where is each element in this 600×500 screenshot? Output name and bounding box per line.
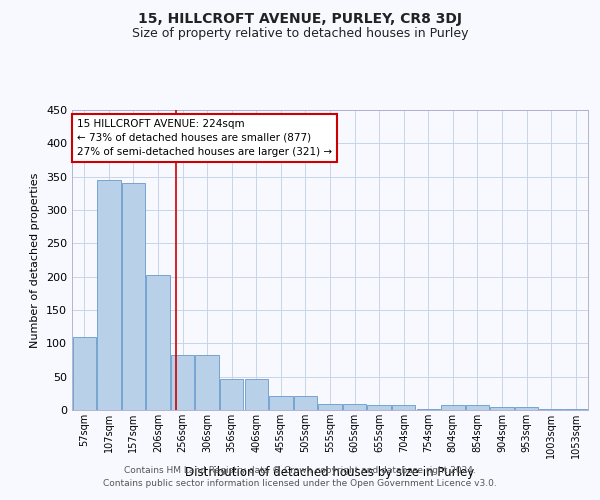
Bar: [196, 354, 219, 410]
Bar: [319, 404, 341, 410]
Text: Contains HM Land Registry data © Crown copyright and database right 2024.
Contai: Contains HM Land Registry data © Crown c…: [103, 466, 497, 487]
X-axis label: Distribution of detached houses by size in Purley: Distribution of detached houses by size …: [185, 466, 475, 479]
Bar: [294, 396, 317, 410]
Bar: [392, 406, 415, 410]
Bar: [466, 404, 489, 410]
Text: Size of property relative to detached houses in Purley: Size of property relative to detached ho…: [132, 28, 468, 40]
Bar: [97, 180, 121, 410]
Y-axis label: Number of detached properties: Number of detached properties: [31, 172, 40, 348]
Bar: [490, 406, 514, 410]
Bar: [343, 404, 366, 410]
Bar: [269, 396, 293, 410]
Bar: [122, 184, 145, 410]
Bar: [441, 404, 464, 410]
Bar: [367, 406, 391, 410]
Text: 15 HILLCROFT AVENUE: 224sqm
← 73% of detached houses are smaller (877)
27% of se: 15 HILLCROFT AVENUE: 224sqm ← 73% of det…: [77, 119, 332, 157]
Bar: [146, 276, 170, 410]
Bar: [220, 380, 244, 410]
Bar: [515, 408, 538, 410]
Bar: [171, 354, 194, 410]
Text: 15, HILLCROFT AVENUE, PURLEY, CR8 3DJ: 15, HILLCROFT AVENUE, PURLEY, CR8 3DJ: [138, 12, 462, 26]
Bar: [73, 336, 96, 410]
Bar: [245, 380, 268, 410]
